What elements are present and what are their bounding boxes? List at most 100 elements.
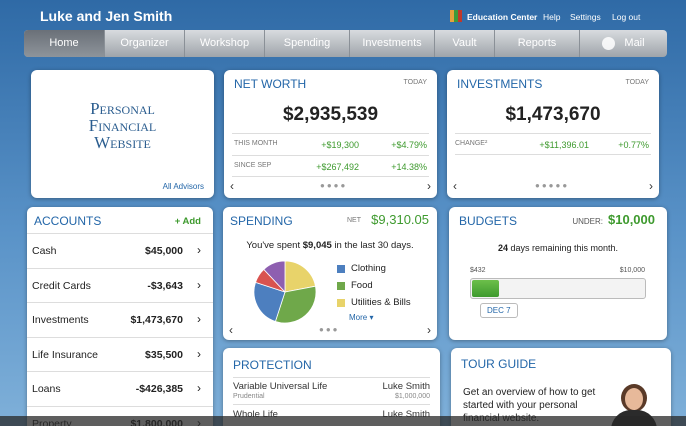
header-link[interactable]: Help bbox=[543, 12, 561, 22]
stat-label: THIS MONTH bbox=[234, 140, 278, 147]
account-balance: -$426,385 bbox=[135, 383, 183, 395]
legend-label: Utilities & Bills bbox=[351, 297, 411, 308]
summary-text: in the last 30 days. bbox=[334, 240, 414, 251]
carousel-dots: ●●●●● bbox=[535, 181, 570, 190]
budgets-card: BUDGETS UNDER: $10,000 24 days remaining… bbox=[449, 207, 667, 340]
card-title: PROTECTION bbox=[233, 358, 312, 372]
investments-value: $1,473,670 bbox=[505, 104, 601, 125]
bottom-bar bbox=[0, 416, 686, 426]
account-name: Loans bbox=[32, 383, 61, 395]
badge: TODAY bbox=[625, 79, 649, 86]
legend-swatch bbox=[337, 282, 345, 290]
nav-item[interactable]: Spending bbox=[265, 30, 350, 57]
remaining-text: 24 days remaining this month. bbox=[449, 243, 667, 253]
badge: TODAY bbox=[403, 79, 427, 86]
budget-fill bbox=[472, 280, 499, 297]
card-title: NET WORTH bbox=[234, 77, 307, 91]
logo-text: Personal Financial Website bbox=[31, 100, 214, 151]
pie-slice bbox=[284, 260, 316, 293]
stat-label: CHANGE² bbox=[455, 140, 488, 147]
account-row[interactable]: Investments $1,473,670 › bbox=[27, 302, 213, 336]
education-icon bbox=[450, 10, 462, 22]
header-link[interactable]: Settings bbox=[570, 12, 601, 22]
more-link[interactable]: More ▾ bbox=[349, 313, 374, 322]
budget-bar bbox=[470, 278, 646, 299]
chevron: › bbox=[197, 381, 201, 395]
net-label: NET bbox=[347, 217, 361, 224]
account-row[interactable]: Life Insurance $35,500 › bbox=[27, 336, 213, 371]
prev-arrow[interactable]: ‹ bbox=[229, 323, 233, 337]
logo-line: Website bbox=[94, 133, 151, 152]
account-name: Life Insurance bbox=[32, 348, 98, 361]
date-tag: DEC 7 bbox=[480, 303, 518, 318]
user-name: Luke and Jen Smith bbox=[40, 8, 173, 24]
nav-item[interactable]: Investments bbox=[350, 30, 435, 57]
chevron: › bbox=[197, 243, 201, 257]
account-balance: $35,500 bbox=[145, 348, 183, 361]
account-name: Investments bbox=[32, 314, 89, 326]
nav-item[interactable]: Reports bbox=[495, 30, 580, 57]
header-link[interactable]: Log out bbox=[612, 12, 641, 22]
account-balance: $1,473,670 bbox=[130, 314, 183, 326]
policy-provider: Prudential bbox=[233, 393, 265, 400]
account-row[interactable]: Cash $45,000 › bbox=[27, 233, 213, 267]
nav-item[interactable]: Vault bbox=[435, 30, 495, 57]
nav-item[interactable]: Organizer bbox=[105, 30, 185, 57]
stat-value: +$11,396.01 bbox=[539, 140, 589, 150]
account-name: Credit Cards bbox=[32, 279, 91, 292]
prev-arrow[interactable]: ‹ bbox=[453, 179, 457, 193]
header-link[interactable]: Education Center bbox=[467, 12, 538, 22]
policy-owner: Luke Smith bbox=[382, 381, 430, 392]
add-account[interactable]: + Add bbox=[174, 216, 201, 227]
account-balance: $45,000 bbox=[145, 245, 183, 257]
card-title: BUDGETS bbox=[459, 214, 518, 228]
policy-name: Variable Universal Life bbox=[233, 381, 328, 392]
nav-bar: Home Organizer Workshop Spending Investm… bbox=[24, 30, 667, 57]
guide-face bbox=[625, 388, 643, 410]
legend-swatch bbox=[337, 299, 345, 307]
account-row[interactable]: Loans -$426,385 › bbox=[27, 371, 213, 405]
protection-card: PROTECTION Variable Universal Life Prude… bbox=[223, 348, 440, 426]
spending-summary: You've spent $9,045 in the last 30 days. bbox=[223, 240, 437, 251]
under-label: UNDER: bbox=[572, 217, 603, 226]
nav-item[interactable]: Mail bbox=[624, 37, 645, 49]
remaining-label: days remaining this month. bbox=[510, 243, 619, 253]
stat-value: +$267,492 bbox=[316, 162, 359, 172]
stat-row: SINCE SEP +$267,492 +14.38% bbox=[232, 155, 429, 177]
next-arrow[interactable]: › bbox=[427, 323, 431, 337]
advisors-link[interactable]: All Advisors bbox=[162, 182, 204, 191]
pie-slice bbox=[274, 285, 317, 324]
carousel-dots: ●●●● bbox=[320, 181, 348, 190]
policy-name: Whole Life bbox=[233, 409, 278, 420]
nav-item[interactable]: Workshop bbox=[185, 30, 265, 57]
card-title: SPENDING bbox=[230, 214, 293, 228]
net-value: $9,310.05 bbox=[371, 212, 429, 227]
stat-value: +$19,300 bbox=[321, 140, 359, 150]
stat-percent: +0.77% bbox=[618, 140, 649, 150]
under-value: $10,000 bbox=[608, 212, 655, 227]
stat-label: SINCE SEP bbox=[234, 162, 272, 169]
legend-label: Food bbox=[351, 280, 373, 291]
policy-amount: $1,000,000 bbox=[394, 393, 430, 400]
more-text[interactable]: More bbox=[349, 313, 368, 322]
policy-owner: Luke Smith bbox=[382, 409, 430, 420]
mail-icon bbox=[602, 37, 615, 50]
prev-arrow[interactable]: ‹ bbox=[230, 179, 234, 193]
accounts-card: ACCOUNTS + Add Cash $45,000 › Credit Cards -… bbox=[27, 207, 213, 426]
logo-card: Personal Financial Website All Advisors bbox=[31, 70, 214, 198]
bar-min: $432 bbox=[470, 267, 486, 274]
bar-max: $10,000 bbox=[619, 267, 645, 274]
stat-percent: +14.38% bbox=[391, 162, 427, 172]
summary-text: You've spent bbox=[246, 240, 301, 251]
summary-amount: $9,045 bbox=[302, 240, 332, 251]
next-arrow[interactable]: › bbox=[427, 179, 431, 193]
tour-card: TOUR GUIDE Get an overview of how to get… bbox=[451, 348, 671, 426]
card-title: TOUR GUIDE bbox=[461, 357, 537, 371]
net-worth-card: NET WORTH TODAY $2,935,539 THIS MONTH +$… bbox=[224, 70, 437, 198]
carousel-dots: ●●● bbox=[319, 325, 340, 334]
account-row[interactable]: Credit Cards -$3,643 › bbox=[27, 267, 213, 302]
next-arrow[interactable]: › bbox=[649, 179, 653, 193]
chevron: › bbox=[197, 277, 201, 292]
nav-item[interactable]: Home bbox=[24, 30, 105, 57]
